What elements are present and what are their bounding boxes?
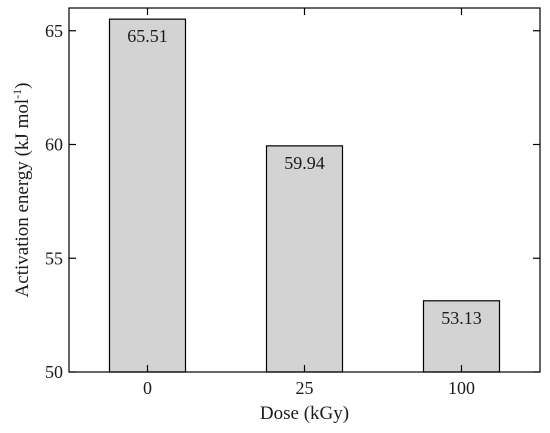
bar <box>422 300 501 373</box>
bar <box>108 18 187 373</box>
plot-frame <box>68 7 541 373</box>
y-tick-label: 60 <box>45 135 63 155</box>
bars-layer <box>108 18 501 373</box>
x-axis-label: Dose (kGy) <box>260 403 349 424</box>
y-axis-label-main: Activation energy (kJ mol <box>12 99 33 298</box>
data-label: 53.13 <box>441 308 482 328</box>
y-tick-label: 50 <box>45 362 63 382</box>
x-tick-label: 25 <box>296 378 314 398</box>
y-axis-label-superscript: -1 <box>10 89 24 99</box>
x-tick-label: 0 <box>143 378 152 398</box>
x-tick-label: 100 <box>448 378 475 398</box>
y-axis-label-suffix: ) <box>12 83 33 89</box>
y-tick-label: 55 <box>45 248 63 268</box>
data-label: 65.51 <box>127 26 168 46</box>
bar <box>265 145 344 373</box>
y-axis-label: Activation energy (kJ mol-1) <box>10 83 33 298</box>
data-label: 59.94 <box>284 153 325 173</box>
labels-layer: 50 55 60 65 0 65.51 25 59.94 100 53.13 <box>45 21 482 398</box>
y-tick-label: 65 <box>45 21 63 41</box>
